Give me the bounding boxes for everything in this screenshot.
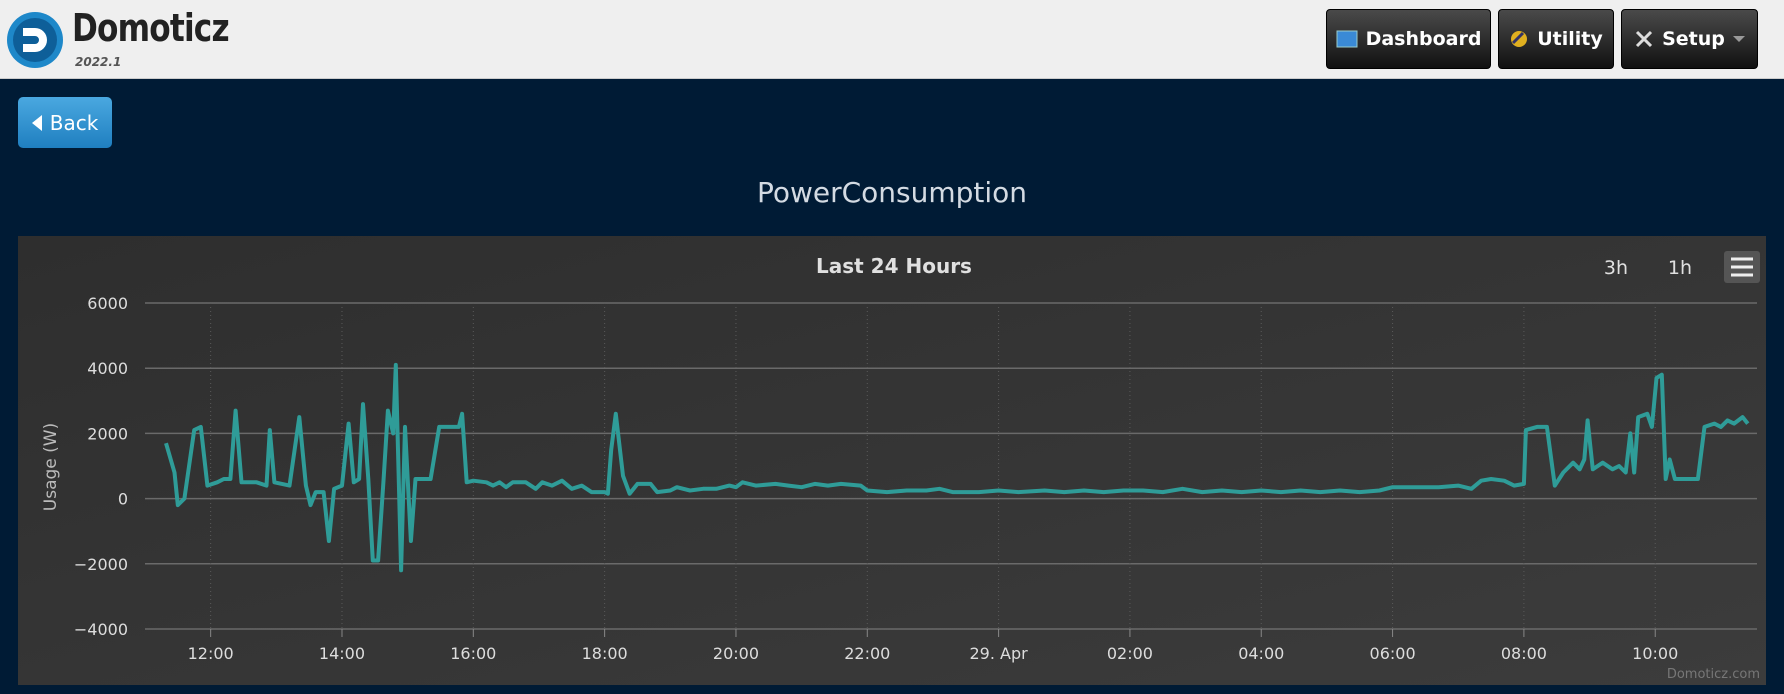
x-tick-label: 14:00 [319, 644, 365, 663]
page-title: PowerConsumption [756, 176, 1028, 209]
version: 2022.1 [75, 55, 122, 69]
icon [1511, 31, 1528, 47]
icon [1636, 30, 1653, 48]
nav-button[interactable]: Dashboard [1326, 9, 1491, 69]
header: Domoticz 2022.1 Dashboard Utility Setup [0, 0, 1784, 79]
nav-label: Dashboard [1365, 28, 1482, 50]
y-tick-label: 2000 [87, 424, 128, 443]
nav-button[interactable]: Utility [1498, 9, 1614, 69]
nav-label: Setup [1662, 28, 1725, 50]
x-tick-label: 08:00 [1501, 644, 1547, 663]
back-label: Back [49, 110, 99, 135]
x-tick-label: 12:00 [188, 644, 234, 663]
y-axis-title: Usage (W) [41, 423, 61, 511]
x-tick-label: 04:00 [1238, 644, 1284, 663]
zoom-button[interactable]: 3h [1604, 257, 1628, 279]
y-tick-label: 6000 [87, 294, 128, 313]
y-tick-label: −4000 [74, 620, 128, 639]
nav-label: Utility [1537, 28, 1603, 50]
nav-button[interactable]: Setup [1621, 9, 1758, 69]
chart-title: Last 24 Hours [816, 254, 972, 278]
app-name: Domoticz [72, 6, 230, 50]
zoom-button[interactable]: 1h [1668, 257, 1692, 279]
chart-panel [18, 236, 1766, 685]
icon [1336, 30, 1358, 48]
y-tick-label: −2000 [74, 555, 128, 574]
x-tick-label: 06:00 [1370, 644, 1416, 663]
logo [7, 12, 63, 68]
x-tick-label: 22:00 [844, 644, 890, 663]
x-tick-label: 10:00 [1632, 644, 1678, 663]
back-button[interactable]: Back [18, 97, 112, 148]
x-tick-label: 02:00 [1107, 644, 1153, 663]
y-tick-label: 0 [118, 490, 128, 509]
y-tick-label: 4000 [87, 359, 128, 378]
caret [1732, 36, 1745, 42]
x-tick-label: 20:00 [713, 644, 759, 663]
x-tick-label: 18:00 [582, 644, 628, 663]
x-tick-label: 16:00 [450, 644, 496, 663]
menu-button[interactable] [1724, 251, 1760, 283]
x-tick-label: 29. Apr [969, 644, 1028, 663]
icon [31, 114, 42, 131]
data-line [164, 362, 1750, 573]
credits: Domoticz.com [1667, 667, 1760, 682]
